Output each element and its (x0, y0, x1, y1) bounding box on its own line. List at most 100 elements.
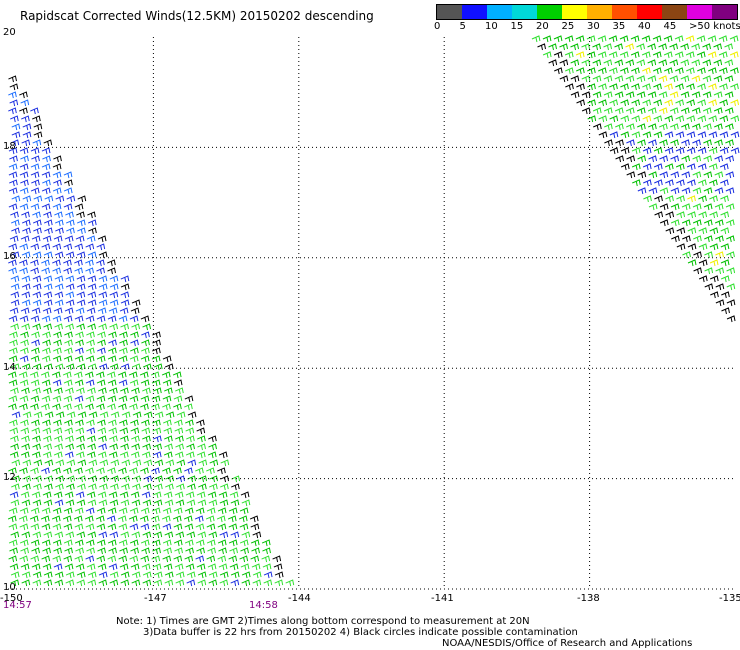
wind-barb (10, 571, 20, 579)
wind-barb (131, 579, 141, 587)
wind-barb (85, 523, 95, 531)
wind-barb (76, 571, 86, 579)
wind-barb (30, 555, 40, 563)
wind-barb (642, 67, 651, 75)
wind-barb (41, 171, 51, 179)
wind-barb (64, 451, 74, 459)
wind-barb (43, 443, 52, 451)
wind-barb (120, 299, 130, 307)
wind-barb (74, 203, 84, 211)
wind-barb (66, 227, 75, 235)
wind-barb (42, 155, 51, 163)
wind-barb (21, 499, 31, 507)
wind-barb (642, 115, 652, 123)
wind-barb (21, 443, 30, 451)
wind-barb (714, 219, 724, 227)
wind-barb (142, 443, 151, 451)
legend-label: 35 (612, 21, 626, 32)
wind-barb (675, 67, 684, 75)
wind-barb (29, 515, 39, 523)
wind-barb (95, 515, 105, 523)
wind-barb (240, 491, 250, 499)
wind-barb (570, 43, 579, 51)
wind-barb (654, 195, 663, 203)
wind-barb (32, 115, 41, 123)
wind-barb (643, 179, 652, 187)
wind-barb (118, 467, 127, 475)
wind-barb (173, 403, 182, 411)
wind-barb (97, 563, 107, 571)
wind-barb (74, 523, 84, 531)
wind-barb (65, 323, 75, 331)
wind-barb (54, 363, 64, 371)
wind-barb (597, 35, 607, 43)
wind-barb (41, 163, 51, 171)
wind-barb (43, 283, 53, 291)
wind-barb (21, 435, 30, 443)
wind-barb (19, 355, 29, 363)
wind-barb (9, 547, 18, 555)
wind-barb (96, 243, 106, 251)
wind-barb (217, 523, 227, 531)
wind-barb (118, 395, 128, 403)
wind-barb (76, 363, 86, 371)
wind-barb (21, 219, 31, 227)
wind-barb (664, 67, 673, 75)
wind-barb (675, 99, 685, 107)
wind-barb (98, 323, 108, 331)
wind-barb (206, 507, 216, 515)
wind-barb (581, 59, 591, 67)
wind-barb (75, 419, 84, 427)
wind-barb (44, 195, 54, 203)
wind-barb (150, 371, 160, 379)
wind-barb (43, 531, 53, 539)
wind-barb (709, 243, 719, 251)
wind-barb (693, 235, 702, 243)
wind-barb (625, 43, 634, 51)
wind-barb (64, 419, 73, 427)
wind-barb (9, 83, 19, 91)
wind-barb (87, 283, 97, 291)
wind-barb (117, 371, 127, 379)
wind-barb (19, 91, 28, 99)
wind-barb (9, 427, 19, 435)
wind-barb (693, 251, 702, 259)
wind-barb (41, 243, 51, 251)
legend-swatch (662, 5, 687, 19)
wind-barb (714, 171, 724, 179)
wind-barb (730, 131, 740, 139)
wind-barb (692, 171, 702, 179)
wind-barb (20, 179, 29, 187)
wind-barb (120, 275, 130, 283)
wind-barb (176, 483, 185, 491)
wind-barb (209, 459, 219, 467)
wind-barb (130, 451, 140, 459)
wind-barb (592, 75, 602, 83)
wind-barb (85, 395, 95, 403)
wind-barb (10, 251, 20, 259)
wind-barb (647, 75, 657, 83)
wind-barb (217, 467, 226, 475)
wind-barb (670, 139, 679, 147)
wind-barb (687, 211, 697, 219)
wind-barb (230, 499, 240, 507)
wind-barb (154, 459, 164, 467)
wind-barb (109, 571, 119, 579)
wind-barb (87, 499, 97, 507)
wind-barb (241, 499, 251, 507)
wind-barb (43, 571, 53, 579)
wind-barb (98, 571, 108, 579)
wind-barb (119, 331, 128, 339)
wind-barb (164, 387, 173, 395)
wind-barb (620, 67, 629, 75)
wind-barb (697, 99, 707, 107)
wind-barb (719, 163, 729, 171)
wind-barb (54, 283, 64, 291)
wind-barb (74, 379, 84, 387)
wind-barb (637, 155, 647, 163)
wind-barb (10, 387, 19, 395)
wind-barb (709, 227, 719, 235)
wind-barb (725, 203, 735, 211)
wind-barb (21, 363, 31, 371)
wind-barb (53, 331, 62, 339)
